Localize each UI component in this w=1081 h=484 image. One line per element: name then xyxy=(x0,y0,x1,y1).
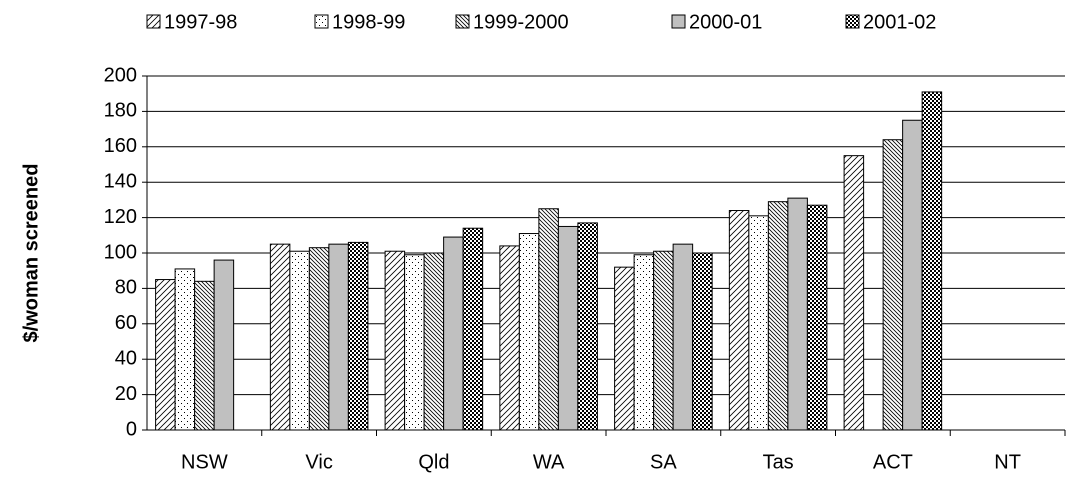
bar xyxy=(653,250,674,431)
y-tick-label: 80 xyxy=(115,277,137,299)
y-tick-label: 160 xyxy=(104,135,137,157)
bar xyxy=(882,139,904,431)
bar xyxy=(499,245,520,431)
bar xyxy=(443,236,464,431)
legend-swatch xyxy=(671,14,686,29)
bar xyxy=(423,252,445,431)
bar xyxy=(194,280,215,431)
bar xyxy=(728,210,750,431)
bar xyxy=(843,155,865,431)
bar xyxy=(633,254,655,431)
y-tick-label: 120 xyxy=(104,206,137,228)
bar xyxy=(614,266,635,431)
legend-label: 1997-98 xyxy=(164,11,237,33)
y-axis-title: $/woman screened xyxy=(20,164,42,343)
x-tick-label: NT xyxy=(994,451,1021,473)
bar xyxy=(518,233,540,431)
legend-swatch xyxy=(455,14,470,29)
x-tick-label: Vic xyxy=(305,451,332,473)
x-tick-label: ACT xyxy=(873,451,913,473)
bar xyxy=(213,259,235,431)
bar xyxy=(384,250,406,431)
legend-swatch xyxy=(146,14,161,29)
y-tick-label: 60 xyxy=(115,312,137,334)
y-tick-label: 100 xyxy=(104,241,137,263)
bar xyxy=(787,197,808,431)
bar xyxy=(155,279,176,431)
bar xyxy=(577,222,598,431)
bar xyxy=(404,254,425,431)
bar xyxy=(748,215,769,431)
bar xyxy=(921,91,943,431)
x-tick-label: NSW xyxy=(181,451,228,473)
legend-swatch xyxy=(845,14,860,29)
legend-label: 2001-02 xyxy=(863,11,936,33)
bar xyxy=(902,119,923,431)
bar xyxy=(174,268,196,431)
x-tick-label: Tas xyxy=(763,451,794,473)
x-tick-label: WA xyxy=(533,451,565,473)
y-tick-label: 0 xyxy=(126,418,137,440)
legend-label: 1998-99 xyxy=(332,11,405,33)
y-tick-label: 200 xyxy=(104,64,137,86)
bar xyxy=(538,208,559,431)
legend-swatch xyxy=(314,14,329,29)
legend-label: 1999-2000 xyxy=(473,11,569,33)
bar xyxy=(347,241,369,431)
bar xyxy=(692,252,713,431)
bar xyxy=(767,201,789,431)
bar xyxy=(328,243,349,431)
y-tick-label: 180 xyxy=(104,100,137,122)
bar xyxy=(806,204,828,431)
bar xyxy=(308,247,330,431)
bar xyxy=(462,227,484,431)
x-tick-label: SA xyxy=(650,451,677,473)
legend-label: 2000-01 xyxy=(689,11,762,33)
y-tick-label: 140 xyxy=(104,170,137,192)
bar xyxy=(269,243,291,431)
x-tick-label: Qld xyxy=(418,451,449,473)
bar xyxy=(289,250,310,431)
y-tick-label: 40 xyxy=(115,347,137,369)
bar xyxy=(557,225,579,431)
y-tick-label: 20 xyxy=(115,383,137,405)
bar xyxy=(672,243,694,431)
